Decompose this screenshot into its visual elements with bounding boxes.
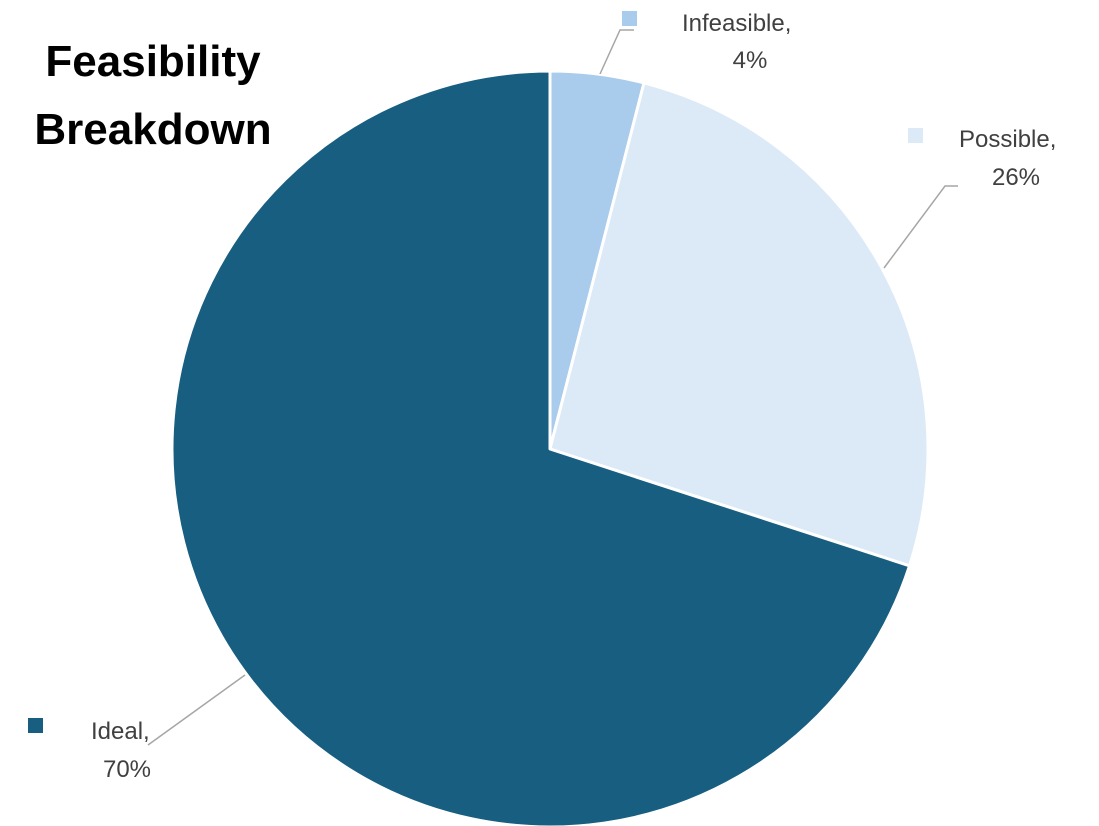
legend-key-infeasible [622,11,637,26]
slice-label-ideal: Ideal, [91,718,150,745]
legend-key-ideal [28,718,43,733]
chart-title: Feasibility Breakdown [18,28,288,164]
leader-line-possible [883,185,958,269]
data-label-ideal: Ideal, 70% [28,718,151,783]
slice-label-possible: Possible, [959,126,1056,153]
pie-slices [170,69,930,826]
chart-title-line-2: Breakdown [34,105,272,154]
leader-lines [147,29,958,746]
pie-slice-ideal [170,69,911,826]
pie-slice-possible [548,81,930,568]
leader-line-ideal [147,674,246,746]
slice-label-infeasible: Infeasible, [682,10,791,37]
slice-value-ideal: 70% [103,756,151,783]
data-label-possible: Possible, 26% [908,126,1056,191]
data-label-infeasible: Infeasible, 4% [622,10,791,74]
legend-key-possible [908,128,923,143]
chart-title-line-1: Feasibility [45,37,261,86]
slice-value-infeasible: 4% [733,47,768,74]
leader-line-infeasible [599,29,634,75]
slice-value-possible: 26% [992,164,1040,191]
